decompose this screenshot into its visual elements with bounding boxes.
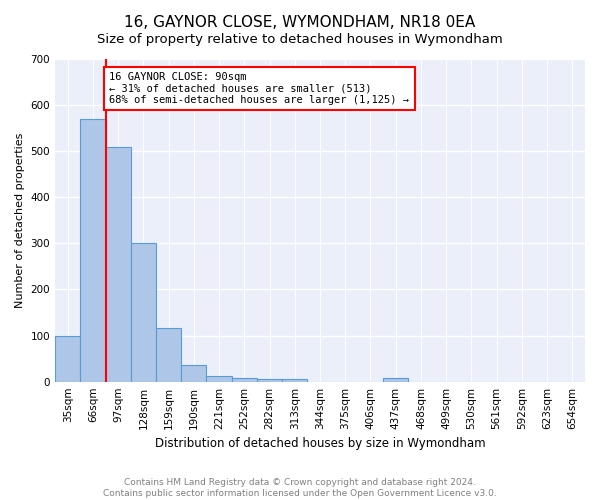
Bar (257, 379, 282, 382)
Bar (181, 364, 206, 382)
Bar (206, 376, 232, 382)
Bar (55, 336, 80, 382)
Text: 16, GAYNOR CLOSE, WYMONDHAM, NR18 0EA: 16, GAYNOR CLOSE, WYMONDHAM, NR18 0EA (124, 15, 476, 30)
X-axis label: Distribution of detached houses by size in Wymondham: Distribution of detached houses by size … (155, 437, 485, 450)
Bar (80, 119, 106, 382)
Bar (383, 378, 409, 382)
Bar (282, 379, 307, 382)
Text: Contains HM Land Registry data © Crown copyright and database right 2024.
Contai: Contains HM Land Registry data © Crown c… (103, 478, 497, 498)
Bar (156, 328, 181, 382)
Bar (131, 244, 156, 382)
Text: 16 GAYNOR CLOSE: 90sqm
← 31% of detached houses are smaller (513)
68% of semi-de: 16 GAYNOR CLOSE: 90sqm ← 31% of detached… (109, 72, 409, 105)
Bar (232, 378, 257, 382)
Text: Size of property relative to detached houses in Wymondham: Size of property relative to detached ho… (97, 32, 503, 46)
Bar (106, 146, 131, 382)
Y-axis label: Number of detached properties: Number of detached properties (15, 132, 25, 308)
